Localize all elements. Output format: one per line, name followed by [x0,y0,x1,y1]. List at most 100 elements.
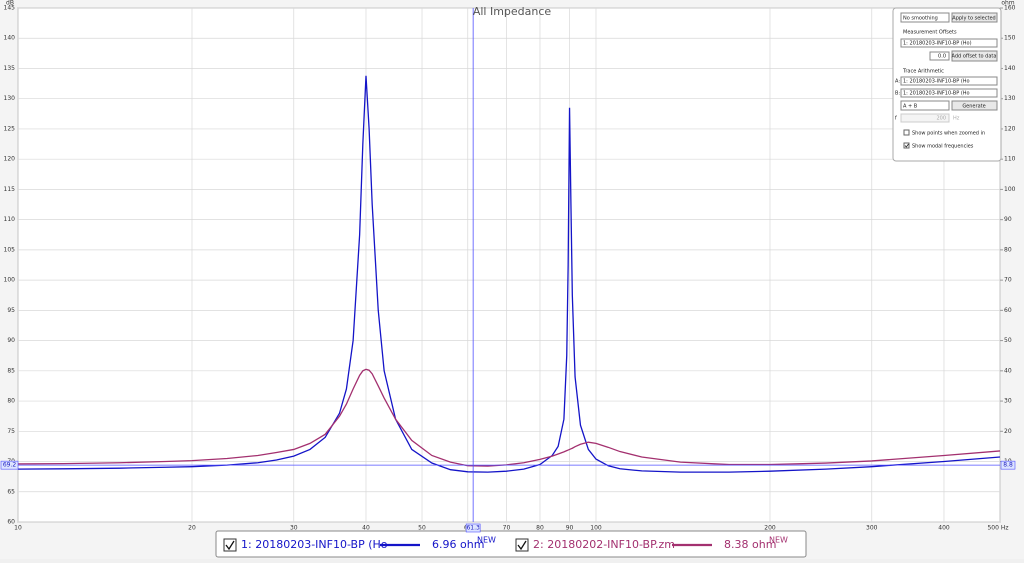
y-tick-label: 90 [7,337,15,344]
y-tick-label: 60 [7,519,15,526]
x-tick-label: 40 [362,525,370,532]
control-panel: No smoothing Apply to selected Measureme… [892,7,1002,162]
offset-value: 0.0 [938,54,946,60]
f-input[interactable] [900,113,950,123]
y2-unit: ohm [1001,0,1014,7]
chart-title: All Impedance [473,5,552,18]
points-checkbox[interactable] [903,129,910,136]
cursor-y2-label: 8.8 [1003,462,1013,469]
f-label: f [895,116,897,122]
y-tick-label: 125 [4,125,16,132]
grid [17,7,1003,523]
cursor-x-label: 61.3 [466,525,480,532]
legend-checkbox[interactable] [515,538,529,552]
f-unit: Hz [953,116,960,122]
y-tick-label: 85 [7,367,15,374]
x-tick-label: 400 [938,525,950,532]
offsets-title: Measurement Offsets [903,30,957,36]
check [517,540,527,551]
y-tick-label: 80 [7,398,15,405]
y2-tick-label: 160 [1004,5,1016,12]
y-tick-label: 130 [4,95,16,102]
x-tick-label: 80 [536,525,544,532]
add-offset: Add offset to data [952,54,997,60]
y-tick-label: 145 [4,5,16,12]
x-tick-label: 300 [866,525,878,532]
legend [215,530,807,558]
generate-button[interactable] [951,100,998,111]
y2-tick-label: 90 [1004,216,1012,223]
a-dropdown[interactable] [900,76,998,86]
check [225,540,235,551]
y-unit: dB [6,0,14,7]
marks [17,8,1001,522]
cursor-y2-box [1000,460,1016,470]
a-label: A: [895,79,900,85]
offset-input[interactable] [929,51,950,61]
cursor-x-box [465,523,481,533]
y2-tick-label: 40 [1004,367,1012,374]
legend-tag: NEW [769,536,788,545]
plot-area [17,7,1001,523]
b-value: 1: 20180203-INF10-BP (Ho [903,91,970,97]
add-offset-button[interactable] [951,50,998,62]
series-line [17,75,1001,473]
b-label: B: [895,91,900,97]
y-tick-label: 110 [4,216,16,223]
check [904,143,909,148]
x-tick-label: 30 [290,525,298,532]
a-value: 1: 20180203-INF10-BP (Ho [903,79,970,85]
y2-tick-label: 20 [1004,428,1012,435]
f-value: 200 [936,116,946,122]
y2-tick-label: 60 [1004,307,1012,314]
y2-tick-label: 80 [1004,246,1012,253]
y2-tick-label: 30 [1004,398,1012,405]
x-tick-label: 500 Hz [987,525,1008,532]
y2-tick-label: 100 [1004,186,1016,193]
x-tick-label: 50 [418,525,426,532]
legend-label: 2: 20180202-INF10-BP.zm [533,538,675,551]
y2-tick-label: 130 [1004,95,1016,102]
operation: A + B [903,104,918,110]
y-tick-label: 120 [4,156,16,163]
y2-tick-label: 140 [1004,65,1016,72]
y-tick-label: 115 [4,186,16,193]
y-tick-label: 105 [4,246,16,253]
x-tick-label: 20 [188,525,196,532]
modal-checkbox[interactable] [903,142,910,149]
y2-tick-label: 110 [1004,156,1016,163]
y2-tick-label: 50 [1004,337,1012,344]
y-tick-label: 135 [4,65,16,72]
y2-tick-label: 150 [1004,35,1016,42]
series-line [17,368,1001,467]
y2-tick-label: 120 [1004,125,1016,132]
arith-title: Trace Arithmetic [902,69,944,75]
x-tick-label: 200 [764,525,776,532]
generate: Generate [962,104,985,110]
y-tick-label: 140 [4,35,16,42]
legend-reading: 6.96 ohm [432,538,484,551]
y-tick-label: 65 [7,488,15,495]
operation-dropdown[interactable] [900,100,950,111]
show-modal: Show modal frequencies [912,144,974,150]
smoothing-dropdown[interactable] [900,12,950,23]
legend-tag: NEW [477,536,496,545]
smoothing: No smoothing [903,16,938,22]
x-tick-label: 90 [566,525,574,532]
b-dropdown[interactable] [900,88,998,98]
x-tick-label: 100 [590,525,602,532]
legend-checkbox[interactable] [223,538,237,552]
y-tick-label: 75 [7,428,15,435]
legend-reading: 8.38 ohm [724,538,776,551]
x-tick-label: 10 [14,525,22,532]
y2-tick-label: 70 [1004,277,1012,284]
legend-label: 1: 20180203-INF10-BP (Ho [241,538,388,551]
y-tick-label: 95 [7,307,15,314]
show-points: Show points when zoomed in [912,131,985,137]
apply-button[interactable] [951,12,998,23]
offset-dropdown[interactable] [900,38,998,48]
apply: Apply to selected [952,16,995,22]
